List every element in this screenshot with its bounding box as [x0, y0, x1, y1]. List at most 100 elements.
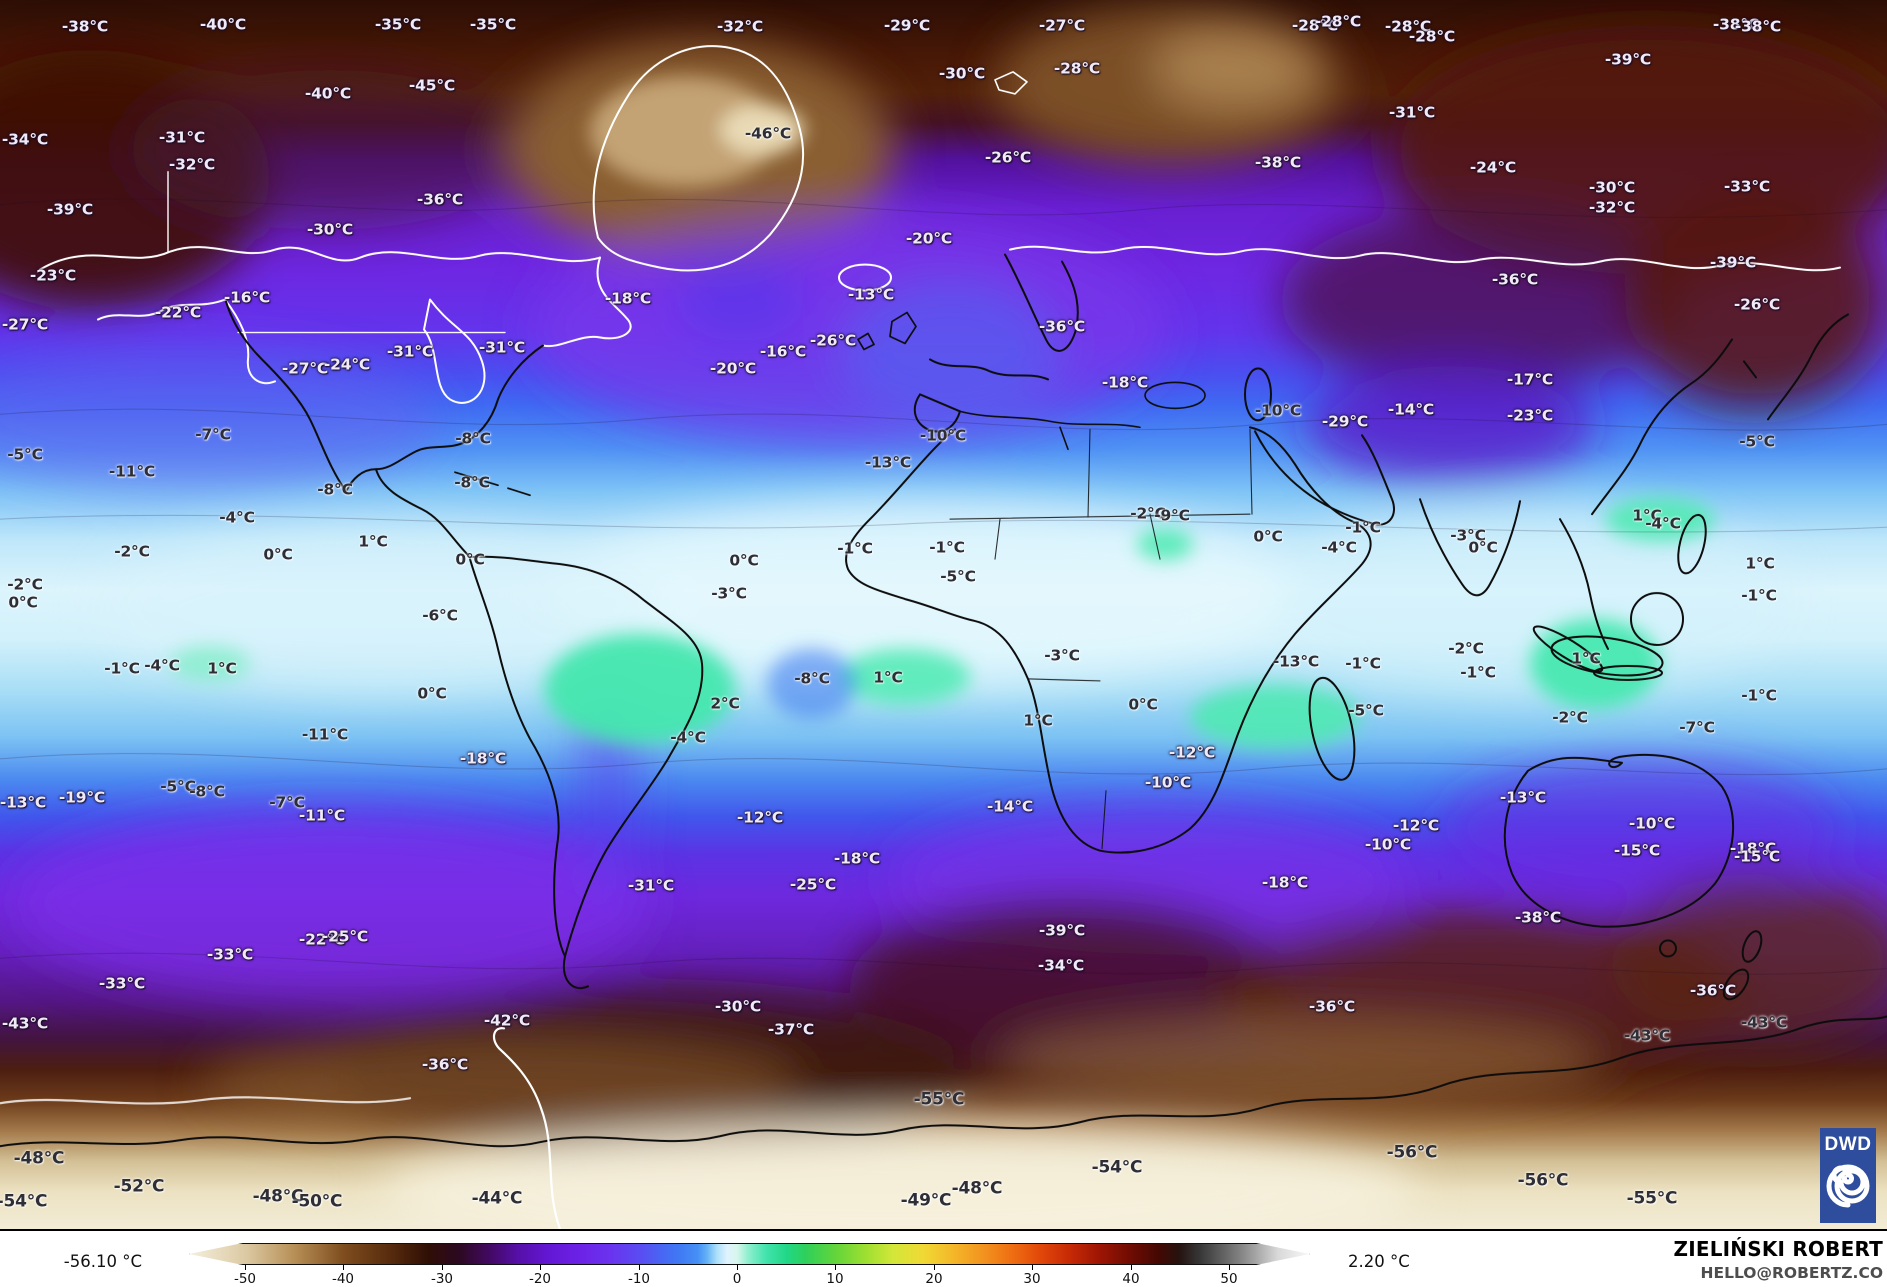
temp-label: -39°C [1604, 50, 1652, 69]
world-temperature-map: -38°C -40°C -35°C -35°C -32°C -29°C -27°C -28°C… [0, 0, 1887, 1231]
temp-label: -9°C [1154, 506, 1190, 525]
temp-label: -37°C [767, 1020, 815, 1039]
temperature-blobs [0, 6, 1887, 1229]
temp-label: -42°C [483, 1011, 531, 1030]
temp-label: -7°C [1679, 718, 1715, 737]
temp-label: -36°C [1308, 997, 1356, 1016]
colorbar-tick [1032, 1265, 1033, 1270]
temp-label: -39°C [46, 200, 94, 219]
temp-label: -1°C [1741, 586, 1777, 605]
contour-lines [0, 198, 1887, 975]
colorbar-tick-label: 10 [826, 1271, 844, 1287]
temp-label: -1°C [837, 539, 873, 558]
temp-label: -14°C [1387, 400, 1435, 419]
temp-label: 1°C [1023, 711, 1053, 730]
temp-label: 0°C [263, 545, 293, 564]
temp-label: -31°C [478, 338, 526, 357]
temp-label: -43°C [1740, 1013, 1788, 1032]
temp-label: -24°C [323, 355, 371, 374]
temp-label: -10°C [1144, 773, 1192, 792]
temp-label: 0°C [8, 593, 38, 612]
temp-label: -2°C [1130, 504, 1166, 523]
temp-label: -30°C [306, 220, 354, 239]
temp-label: -2°C [1552, 708, 1588, 727]
temp-label: -13°C [847, 285, 895, 304]
temp-label: -55°C [913, 1089, 965, 1110]
temp-label: -27°C [281, 359, 329, 378]
temp-label: -38°C [1734, 17, 1782, 36]
temp-label: 1°C [873, 668, 903, 687]
temp-label: -7°C [269, 793, 305, 812]
temp-label: -5°C [1739, 432, 1775, 451]
temp-label: -36°C [416, 190, 464, 209]
colorbar-tick [934, 1265, 935, 1270]
temp-label: -48°C [951, 1178, 1003, 1199]
temp-label: -48°C [13, 1148, 65, 1169]
temp-label: -8°C [189, 782, 225, 801]
temp-label: -2°C [114, 542, 150, 561]
colorbar-tick [835, 1265, 836, 1270]
temp-label: -18°C [459, 749, 507, 768]
temp-label: -12°C [1392, 816, 1440, 835]
temp-label: -1°C [929, 538, 965, 557]
temp-label: -13°C [1499, 788, 1547, 807]
temp-label: -31°C [1388, 103, 1436, 122]
temp-label: -8°C [794, 669, 830, 688]
temp-label: -1°C [104, 659, 140, 678]
temp-label: -8°C [454, 473, 490, 492]
attribution: ZIELIŃSKI ROBERT HELLO@ROBERTZ.CO [1674, 1237, 1884, 1282]
temp-label: -28°C [1053, 59, 1101, 78]
colorbar-tick-label: -30 [430, 1271, 454, 1287]
colorbar-tick [1229, 1265, 1230, 1270]
temp-label: -38°C [1514, 908, 1562, 927]
temp-label: -10°C [919, 426, 967, 445]
temp-label: -36°C [1689, 981, 1737, 1000]
temp-label: -38°C [1254, 153, 1302, 172]
temp-label: -38°C [1712, 15, 1760, 34]
temp-label: -20°C [709, 359, 757, 378]
temp-label: -29°C [1321, 412, 1369, 431]
temp-label: -15°C [1613, 841, 1661, 860]
colorbar-tick-label: -20 [528, 1271, 552, 1287]
colorbar-tick [442, 1265, 443, 1270]
colorbar-footer: -56.10 °C 2.20 °C -50 -40 -30 -20 -10 0 10 20 30… [0, 1233, 1887, 1287]
temp-label: -4°C [1645, 514, 1681, 533]
temp-label: -14°C [986, 797, 1034, 816]
temp-label: 1°C [1571, 649, 1601, 668]
temp-label: -31°C [158, 128, 206, 147]
temp-label: -4°C [670, 728, 706, 747]
temp-label: -28°C [1408, 27, 1456, 46]
temp-label: -54°C [1091, 1157, 1143, 1178]
temp-label: -11°C [298, 806, 346, 825]
temp-label: -54°C [0, 1191, 48, 1212]
temp-label: 1°C [358, 532, 388, 551]
temp-label: 1°C [1745, 554, 1775, 573]
temp-label: -36°C [1038, 317, 1086, 336]
temp-label: -5°C [1348, 701, 1384, 720]
temp-label: -5°C [160, 777, 196, 796]
temp-label: -4°C [1321, 538, 1357, 557]
temp-label: -27°C [1, 315, 49, 334]
temp-label: -1°C [1741, 686, 1777, 705]
temp-label: -26°C [1733, 295, 1781, 314]
temp-label: -15°C [1733, 847, 1781, 866]
temp-label: -11°C [301, 725, 349, 744]
temp-label: -10°C [1364, 835, 1412, 854]
temp-label: -5°C [940, 567, 976, 586]
temp-label: -33°C [98, 974, 146, 993]
temp-label: -3°C [711, 584, 747, 603]
temp-label: -23°C [29, 266, 77, 285]
temp-label: -43°C [1, 1014, 49, 1033]
colorbar-tick [737, 1265, 738, 1270]
temperature-field-graphic [0, 0, 1887, 1229]
temp-label: 0°C [1128, 695, 1158, 714]
temp-label: -38°C [61, 17, 109, 36]
temp-label: 0°C [455, 550, 485, 569]
temp-label: -23°C [1506, 406, 1554, 425]
max-temperature-readout: 2.20 °C [1348, 1252, 1410, 1271]
temp-label: 0°C [1468, 538, 1498, 557]
colorbar-tick [343, 1265, 344, 1270]
temp-label: 1°C [207, 659, 237, 678]
temp-label: -18°C [1261, 873, 1309, 892]
